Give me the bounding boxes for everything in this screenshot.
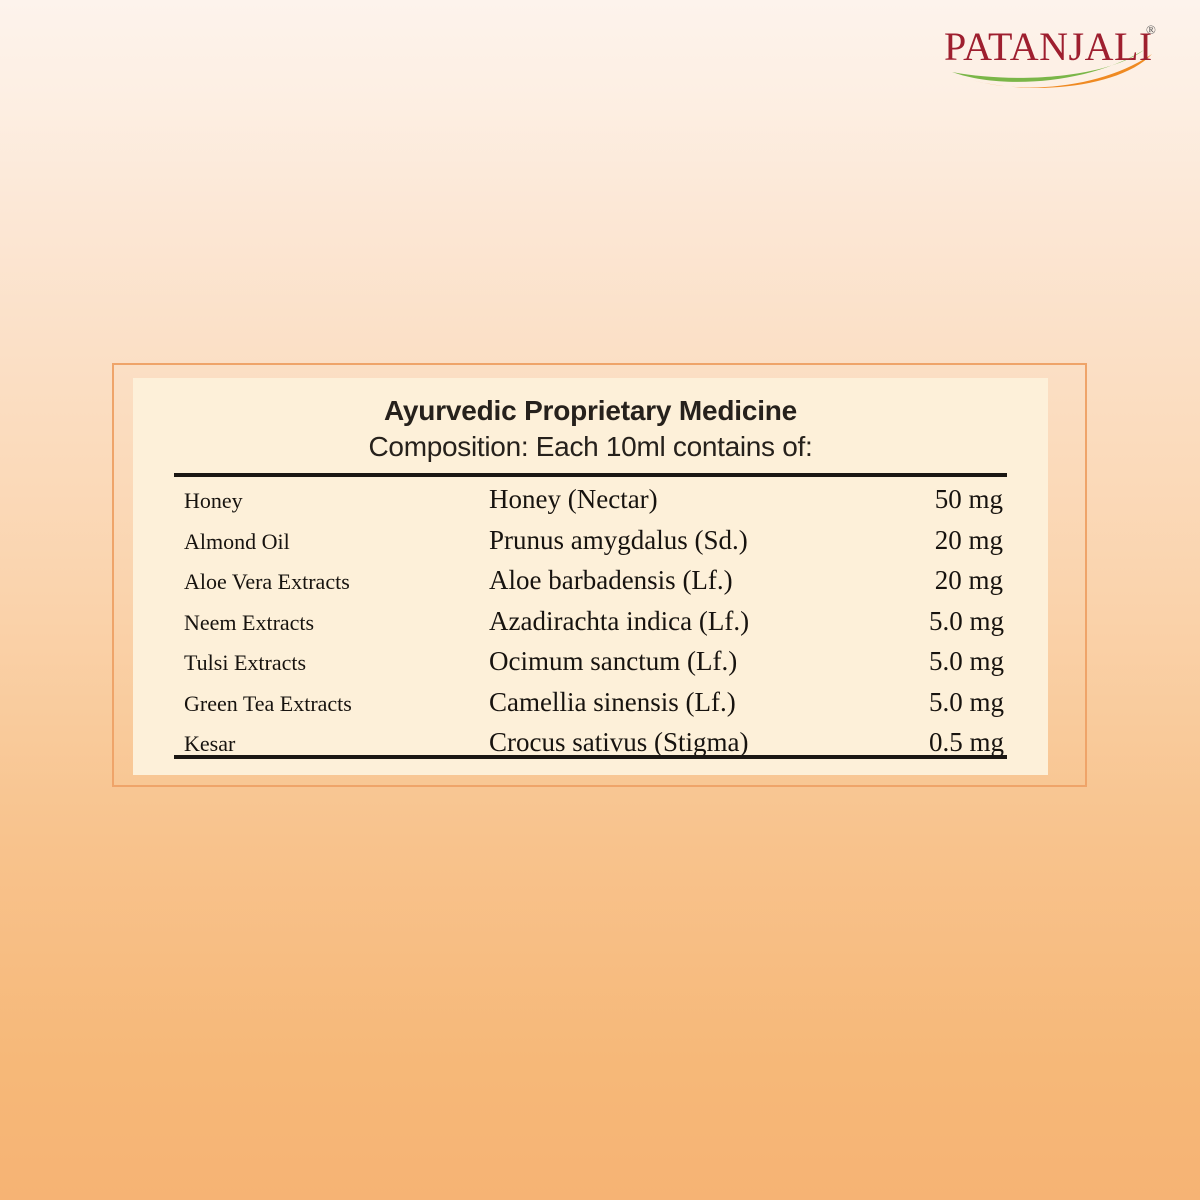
- card-subtitle: Composition: Each 10ml contains of:: [368, 431, 813, 463]
- ingredient-quantity: 20 mg: [934, 524, 1003, 555]
- ingredient-quantity: 50 mg: [934, 484, 1003, 515]
- ingredient-botanical-name: Camellia sinensis (Lf.): [489, 686, 736, 717]
- ingredient-quantity: 20 mg: [934, 565, 1003, 596]
- table-row: Kesar Crocus sativus (Stigma) 0.5 mg: [133, 723, 1048, 764]
- table-row: Tulsi Extracts Ocimum sanctum (Lf.) 5.0 …: [133, 642, 1048, 683]
- ingredient-common-name: Honey: [184, 488, 243, 514]
- table-row: Honey Honey (Nectar) 50 mg: [133, 480, 1048, 521]
- card-title: Ayurvedic Proprietary Medicine: [383, 395, 798, 426]
- ingredient-botanical-name: Azadirachta indica (Lf.): [489, 605, 750, 636]
- table-row: Almond Oil Prunus amygdalus (Sd.) 20 mg: [133, 521, 1048, 562]
- composition-card-border: [112, 363, 1087, 787]
- table-row: Aloe Vera Extracts Aloe barbadensis (Lf.…: [133, 561, 1048, 602]
- ingredient-common-name: Tulsi Extracts: [184, 650, 307, 676]
- composition-header: Ayurvedic Proprietary Medicine Compositi…: [133, 378, 1048, 464]
- ingredient-common-name: Almond Oil: [184, 528, 290, 554]
- table-row: Green Tea Extracts Camellia sinensis (Lf…: [133, 683, 1048, 724]
- ingredient-common-name: Kesar: [184, 731, 236, 757]
- ingredient-quantity: 0.5 mg: [929, 727, 1005, 758]
- ingredient-common-name: Aloe Vera Extracts: [184, 569, 350, 595]
- ingredient-botanical-name: Aloe barbadensis (Lf.): [489, 565, 733, 596]
- composition-table-body: Honey Honey (Nectar) 50 mg Almond Oil Pr…: [133, 480, 1048, 764]
- table-row: Neem Extracts Azadirachta indica (Lf.) 5…: [133, 602, 1048, 643]
- ingredient-quantity: 5.0 mg: [929, 646, 1005, 677]
- ingredient-botanical-name: Prunus amygdalus (Sd.): [489, 524, 748, 555]
- patanjali-logo: PATANJALI ®: [938, 14, 1178, 90]
- ingredient-botanical-name: Crocus sativus (Stigma): [489, 727, 749, 758]
- ingredient-botanical-name: Ocimum sanctum (Lf.): [489, 646, 738, 677]
- table-top-rule: [174, 473, 1007, 478]
- ingredient-quantity: 5.0 mg: [929, 605, 1005, 636]
- ingredient-common-name: Neem Extracts: [184, 609, 315, 635]
- ingredient-common-name: Green Tea Extracts: [184, 690, 352, 716]
- brand-wordmark: PATANJALI: [944, 24, 1153, 69]
- composition-table: Honey Honey (Nectar) 50 mg Almond Oil Pr…: [133, 480, 1048, 764]
- table-bottom-rule: [174, 755, 1007, 759]
- registered-trademark-icon: ®: [1146, 22, 1156, 37]
- ingredient-botanical-name: Honey (Nectar): [489, 484, 658, 515]
- ingredient-quantity: 5.0 mg: [929, 686, 1005, 717]
- composition-card: Ayurvedic Proprietary Medicine Compositi…: [133, 378, 1048, 775]
